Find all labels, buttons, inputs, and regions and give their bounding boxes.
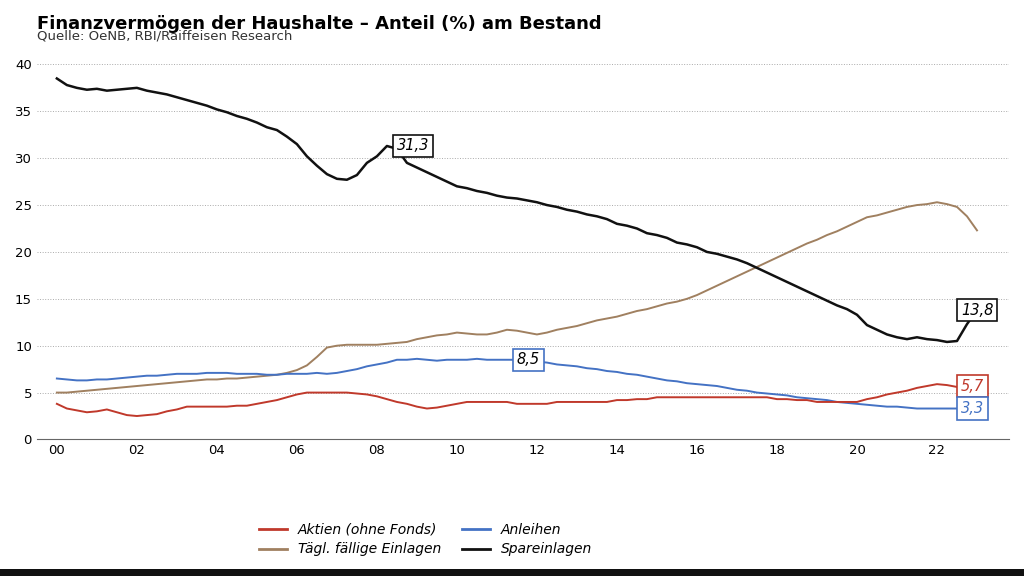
Text: Finanzvermögen der Haushalte – Anteil (%) am Bestand: Finanzvermögen der Haushalte – Anteil (%… [37, 15, 601, 33]
Legend: Aktien (ohne Fonds), Tägl. fällige Einlagen, Anleihen, Spareinlagen: Aktien (ohne Fonds), Tägl. fällige Einla… [254, 517, 598, 562]
Text: 5,7: 5,7 [961, 378, 984, 393]
Text: 8,5: 8,5 [517, 353, 540, 367]
Text: 31,3: 31,3 [397, 138, 429, 153]
Text: 3,3: 3,3 [961, 401, 984, 416]
Text: Quelle: OeNB, RBI/Raiffeisen Research: Quelle: OeNB, RBI/Raiffeisen Research [37, 30, 292, 43]
Text: 13,8: 13,8 [961, 302, 993, 317]
